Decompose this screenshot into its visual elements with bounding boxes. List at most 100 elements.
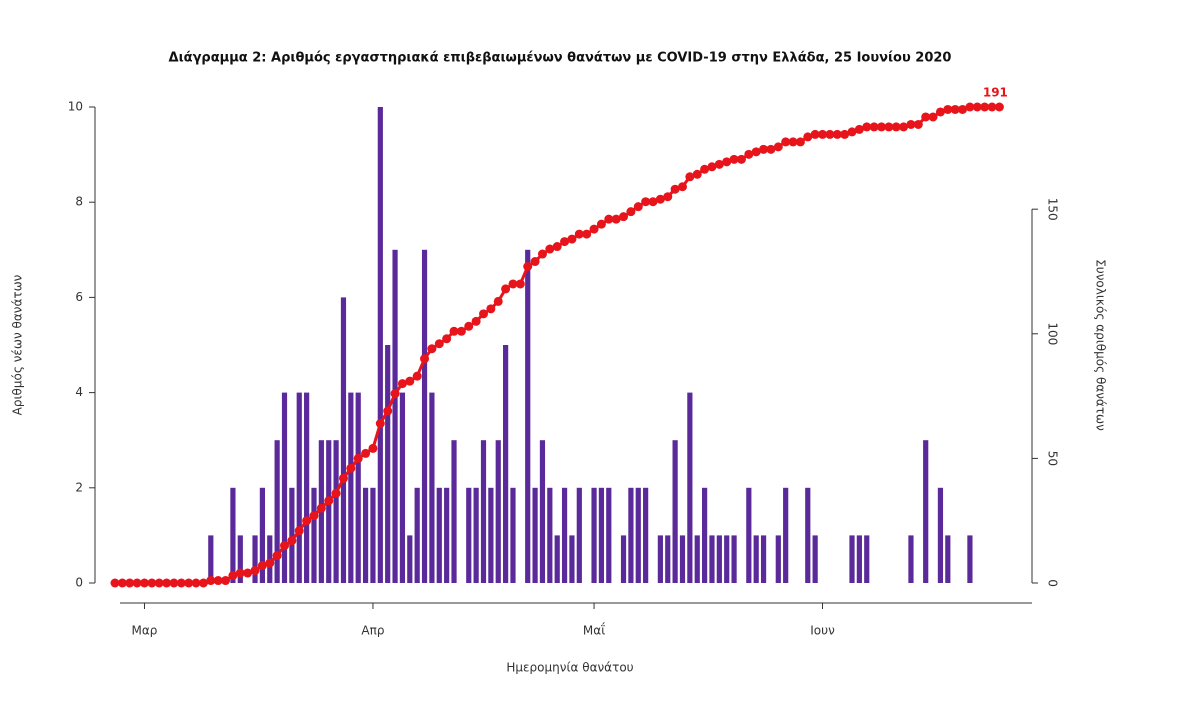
cumulative-point xyxy=(464,321,474,331)
bar xyxy=(783,487,789,583)
cumulative-point xyxy=(412,371,422,381)
cumulative-point xyxy=(972,102,982,112)
cumulative-point xyxy=(515,279,525,289)
cumulative-point xyxy=(390,389,400,399)
cumulative-point xyxy=(309,511,319,521)
y-tick-label: 2 xyxy=(75,480,83,494)
bar xyxy=(230,487,236,583)
bar xyxy=(657,535,663,583)
bar xyxy=(274,440,280,583)
cumulative-point xyxy=(368,443,378,453)
cumulative-point xyxy=(611,214,621,224)
bar xyxy=(370,487,376,583)
bar xyxy=(252,535,258,583)
cumulative-point xyxy=(795,137,805,147)
cumulative-point xyxy=(294,526,304,536)
x-tick-label: Μαΐ xyxy=(583,623,605,638)
cumulative-point xyxy=(773,142,783,152)
bar xyxy=(340,297,347,583)
bar xyxy=(488,487,494,583)
cumulative-point xyxy=(331,488,341,498)
bar xyxy=(643,487,649,583)
cumulative-point xyxy=(943,104,953,114)
bar xyxy=(554,535,560,583)
cumulative-point xyxy=(862,122,872,132)
y-axis-label: Αριθμός νέων θανάτων xyxy=(11,274,25,415)
bar xyxy=(760,535,767,583)
bar xyxy=(967,535,973,583)
cumulative-point xyxy=(221,576,231,586)
bar xyxy=(702,487,708,583)
bar xyxy=(348,392,354,583)
cumulative-point xyxy=(405,376,415,386)
cumulative-point xyxy=(906,119,916,129)
cumulative-point xyxy=(832,129,842,139)
cumulative-point xyxy=(818,129,828,139)
cumulative-point xyxy=(132,578,142,588)
bar xyxy=(687,392,693,583)
cumulative-point xyxy=(361,448,371,458)
cumulative-point xyxy=(479,309,488,319)
cumulative-point xyxy=(700,164,710,174)
cumulative-point xyxy=(567,234,577,244)
bar xyxy=(362,487,369,583)
cumulative-point xyxy=(552,242,562,252)
cumulative-point xyxy=(619,212,629,222)
cumulative-point xyxy=(722,157,732,167)
cumulative-point xyxy=(560,237,570,247)
bar xyxy=(753,535,759,583)
bar xyxy=(620,535,627,583)
bar xyxy=(945,535,951,583)
y2-tick-label: 150 xyxy=(1046,198,1060,221)
cumulative-point xyxy=(110,578,120,588)
cumulative-point xyxy=(604,214,614,224)
cumulative-point xyxy=(677,182,687,192)
cumulative-point xyxy=(707,162,717,172)
y-tick-label: 4 xyxy=(75,385,83,399)
y-tick-label: 0 xyxy=(75,576,83,590)
bar xyxy=(849,535,855,583)
bar xyxy=(679,535,686,583)
bar xyxy=(436,487,442,583)
cumulative-point xyxy=(965,102,975,112)
bar xyxy=(392,249,398,584)
cumulative-point xyxy=(169,578,179,588)
bar xyxy=(421,249,428,584)
cumulative-point xyxy=(501,284,511,294)
cumulative-point xyxy=(206,576,216,586)
cumulative-point xyxy=(537,249,547,259)
cumulative-point xyxy=(442,334,452,344)
bar xyxy=(480,440,487,583)
bar xyxy=(304,392,310,583)
cumulative-point xyxy=(958,104,968,114)
x-axis-label: Ημερομηνία θανάτου xyxy=(506,661,633,675)
cumulative-point xyxy=(420,354,430,364)
cumulative-point xyxy=(198,578,208,588)
cumulative-point xyxy=(280,541,290,551)
cumulative-point xyxy=(854,124,864,134)
cumulative-point xyxy=(633,202,643,212)
bar xyxy=(311,487,317,583)
bar xyxy=(731,535,737,583)
bar xyxy=(746,487,752,583)
bar xyxy=(355,392,361,583)
cumulative-point xyxy=(891,122,901,132)
cumulative-line xyxy=(115,105,1000,585)
bar xyxy=(429,392,435,583)
cumulative-point xyxy=(759,144,769,154)
cumulative-point xyxy=(353,453,363,463)
bar xyxy=(569,535,575,583)
bar xyxy=(532,487,538,583)
cumulative-point xyxy=(685,172,695,182)
cumulative-point xyxy=(803,132,813,142)
x-tick-label: Μαρ xyxy=(132,624,158,638)
bar xyxy=(561,487,568,583)
bar xyxy=(635,487,641,583)
bar xyxy=(503,345,509,583)
cumulative-point xyxy=(228,571,238,581)
cumulative-point xyxy=(449,326,459,336)
cumulative-point xyxy=(530,257,540,267)
bar xyxy=(724,535,730,583)
y2-tick-label: 50 xyxy=(1046,451,1060,466)
cumulative-point xyxy=(921,112,931,122)
